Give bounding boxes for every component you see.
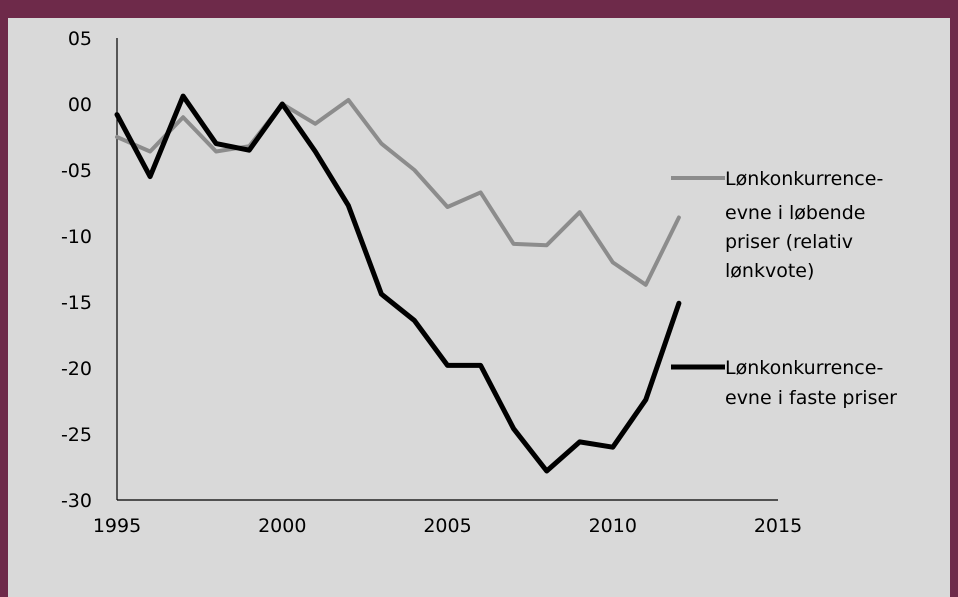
y-tick-label: -20 <box>61 358 92 380</box>
legend-item-gray: Lønkonkurrence- evne i løbende priser (r… <box>671 168 883 282</box>
y-tick-label: -10 <box>61 226 92 248</box>
x-tick-label: 2010 <box>589 515 637 537</box>
series-line-black <box>114 93 682 474</box>
legend-item-black: Lønkonkurrence- evne i faste priser <box>671 357 897 409</box>
y-tick-label: -30 <box>61 490 92 512</box>
series-layer <box>114 93 682 474</box>
y-tick-label: -05 <box>61 160 92 182</box>
x-tick-label: 1995 <box>93 515 141 537</box>
y-tick-label: 00 <box>68 94 92 116</box>
y-tick-label: -15 <box>61 292 92 314</box>
legend-label-black-2: evne i faste priser <box>725 387 897 409</box>
legend-label-gray-3: priser (relativ <box>725 231 853 253</box>
x-tick-label: 2000 <box>258 515 306 537</box>
legend-label-gray-2: evne i løbende <box>725 202 865 224</box>
x-tick-label: 2015 <box>754 515 802 537</box>
legend-label-gray-4: lønkvote) <box>725 260 814 282</box>
series-line-gray <box>115 98 681 287</box>
y-tick-label: 05 <box>68 28 92 50</box>
x-tick-label: 2005 <box>423 515 471 537</box>
legend-label-black-1: Lønkonkurrence- <box>725 357 883 379</box>
legend-label-gray-1: Lønkonkurrence- <box>725 168 883 190</box>
legend: Lønkonkurrence- evne i løbende priser (r… <box>671 168 897 409</box>
y-tick-label: -25 <box>61 424 92 446</box>
